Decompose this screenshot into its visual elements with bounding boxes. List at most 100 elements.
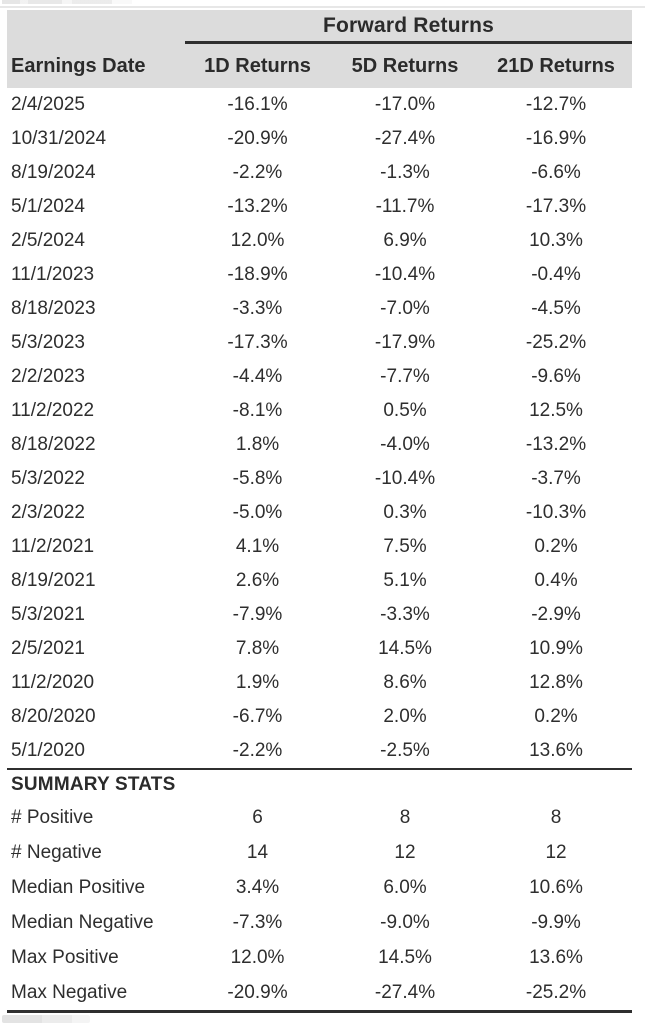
return-1d-cell: -20.9% [185, 975, 330, 1013]
return-5d-cell: -7.7% [330, 360, 480, 394]
cropped-text-fragment-top [2, 0, 132, 4]
return-5d-cell: -3.3% [330, 598, 480, 632]
return-21d-cell: -25.2% [480, 326, 633, 360]
return-21d-cell: -0.4% [480, 258, 633, 292]
column-header-5d-returns: 5D Returns [330, 42, 480, 88]
column-header-21d-returns: 21D Returns [480, 42, 633, 88]
return-5d-cell: -27.4% [330, 122, 480, 156]
earnings-date-cell: 2/5/2021 [7, 632, 185, 666]
return-21d-cell: 13.6% [480, 940, 633, 975]
group-header-row: Forward Returns [7, 10, 633, 44]
earnings-date-cell: 5/1/2024 [7, 190, 185, 224]
return-1d-cell: 7.8% [185, 632, 330, 666]
return-1d-cell: 1.8% [185, 428, 330, 462]
return-1d-cell: -4.4% [185, 360, 330, 394]
summary-label-cell: Max Positive [7, 940, 185, 975]
earnings-date-cell: 2/4/2025 [7, 88, 185, 122]
return-21d-cell: 0.2% [480, 530, 633, 564]
return-21d-cell: 13.6% [480, 734, 633, 769]
earnings-date-cell: 8/18/2023 [7, 292, 185, 326]
return-5d-cell: -9.0% [330, 905, 480, 940]
table-row: 11/2/2020 1.9% 8.6% 12.8% [7, 666, 633, 700]
return-1d-cell: 12.0% [185, 224, 330, 258]
return-21d-cell: -25.2% [480, 975, 633, 1013]
column-header-earnings-date: Earnings Date [7, 42, 185, 88]
table-row: 2/4/2025 -16.1% -17.0% -12.7% [7, 88, 633, 122]
table-row: 2/3/2022 -5.0% 0.3% -10.3% [7, 496, 633, 530]
return-1d-cell: -8.1% [185, 394, 330, 428]
group-header-spacer [7, 10, 185, 43]
return-1d-cell: 1.9% [185, 666, 330, 700]
earnings-date-cell: 5/3/2021 [7, 598, 185, 632]
table-row: 11/2/2021 4.1% 7.5% 0.2% [7, 530, 633, 564]
summary-stat-row: Median Negative -7.3% -9.0% -9.9% [7, 905, 633, 940]
summary-label-cell: # Negative [7, 835, 185, 870]
table-body: 2/4/2025 -16.1% -17.0% -12.7% 10/31/2024 -20.… [7, 88, 633, 769]
table-row: 5/1/2020 -2.2% -2.5% 13.6% [7, 734, 633, 769]
return-21d-cell: -3.7% [480, 462, 633, 496]
return-5d-cell: -17.0% [330, 88, 480, 122]
return-1d-cell: -13.2% [185, 190, 330, 224]
return-1d-cell: -2.2% [185, 734, 330, 769]
summary-section: SUMMARY STATS # Positive 6 8 8 # Negative 14 1… [7, 768, 633, 1013]
return-5d-cell: -4.0% [330, 428, 480, 462]
earnings-date-cell: 2/5/2024 [7, 224, 185, 258]
return-5d-cell: -1.3% [330, 156, 480, 190]
return-5d-cell: 14.5% [330, 940, 480, 975]
summary-label-cell: Median Negative [7, 905, 185, 940]
return-1d-cell: 4.1% [185, 530, 330, 564]
return-1d-cell: -17.3% [185, 326, 330, 360]
return-5d-cell: 7.5% [330, 530, 480, 564]
earnings-date-cell: 10/31/2024 [7, 122, 185, 156]
return-21d-cell: -4.5% [480, 292, 633, 326]
return-1d-cell: -7.3% [185, 905, 330, 940]
summary-stat-row: Median Positive 3.4% 6.0% 10.6% [7, 870, 633, 905]
return-5d-cell: 6.9% [330, 224, 480, 258]
table-row: 5/3/2021 -7.9% -3.3% -2.9% [7, 598, 633, 632]
earnings-date-cell: 11/1/2023 [7, 258, 185, 292]
return-1d-cell: 6 [185, 800, 330, 835]
return-21d-cell: 0.4% [480, 564, 633, 598]
return-5d-cell: 5.1% [330, 564, 480, 598]
return-21d-cell: 12.8% [480, 666, 633, 700]
table-header: Forward Returns Earnings Date 1D Returns… [7, 10, 633, 88]
return-5d-cell: 8 [330, 800, 480, 835]
earnings-date-cell: 5/3/2022 [7, 462, 185, 496]
group-header-forward-returns: Forward Returns [185, 10, 633, 44]
column-header-1d-returns: 1D Returns [185, 42, 330, 88]
return-1d-cell: -20.9% [185, 122, 330, 156]
summary-label-cell: Median Positive [7, 870, 185, 905]
return-5d-cell: 0.5% [330, 394, 480, 428]
column-header-row: Earnings Date 1D Returns 5D Returns 21D … [7, 42, 633, 88]
return-5d-cell: -27.4% [330, 975, 480, 1013]
table-row: 11/2/2022 -8.1% 0.5% 12.5% [7, 394, 633, 428]
forward-returns-table-container: Forward Returns Earnings Date 1D Returns… [7, 10, 638, 1013]
earnings-date-cell: 5/3/2023 [7, 326, 185, 360]
return-1d-cell: 14 [185, 835, 330, 870]
return-21d-cell: -12.7% [480, 88, 633, 122]
return-1d-cell: 12.0% [185, 940, 330, 975]
table-row: 5/3/2023 -17.3% -17.9% -25.2% [7, 326, 633, 360]
earnings-date-cell: 2/3/2022 [7, 496, 185, 530]
summary-label-cell: Max Negative [7, 975, 185, 1013]
table-row: 2/5/2024 12.0% 6.9% 10.3% [7, 224, 633, 258]
earnings-date-cell: 8/20/2020 [7, 700, 185, 734]
summary-stat-row: Max Positive 12.0% 14.5% 13.6% [7, 940, 633, 975]
return-5d-cell: 12 [330, 835, 480, 870]
return-5d-cell: -2.5% [330, 734, 480, 769]
return-1d-cell: 3.4% [185, 870, 330, 905]
return-5d-cell: 14.5% [330, 632, 480, 666]
table-row: 5/1/2024 -13.2% -11.7% -17.3% [7, 190, 633, 224]
table-row: 8/20/2020 -6.7% 2.0% 0.2% [7, 700, 633, 734]
earnings-date-cell: 8/19/2024 [7, 156, 185, 190]
return-21d-cell: 8 [480, 800, 633, 835]
cropped-text-fragment-bottom [2, 1015, 90, 1023]
return-5d-cell: -17.9% [330, 326, 480, 360]
return-21d-cell: -10.3% [480, 496, 633, 530]
return-5d-cell: -10.4% [330, 462, 480, 496]
return-21d-cell: -16.9% [480, 122, 633, 156]
return-1d-cell: -2.2% [185, 156, 330, 190]
return-21d-cell: 12.5% [480, 394, 633, 428]
return-1d-cell: -16.1% [185, 88, 330, 122]
